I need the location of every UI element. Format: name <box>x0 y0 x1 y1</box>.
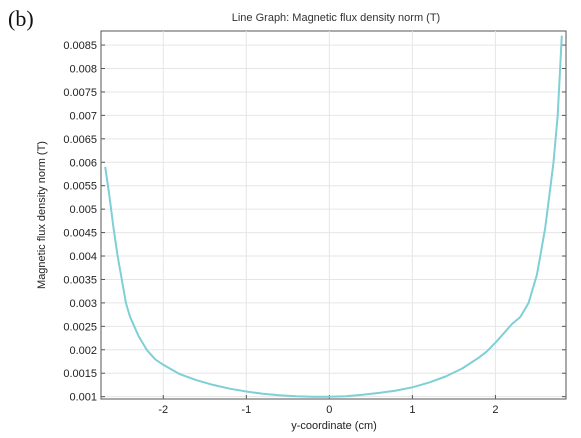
y-tick-label: 0.007 <box>69 110 97 122</box>
x-axis-ticks: -2 -1 0 1 2 <box>158 395 498 416</box>
y-axis-ticks: 0.001 0.0015 0.002 0.0025 0.003 0.0035 0.004 0.… <box>63 40 566 404</box>
y-tick-label: 0.0025 <box>63 321 97 333</box>
y-tick-label: 0.003 <box>69 298 97 310</box>
panel-label: (b) <box>8 6 34 31</box>
x-tick-label: -1 <box>241 404 251 416</box>
plot-area <box>100 30 567 400</box>
y-tick-label: 0.006 <box>69 157 97 169</box>
chart-title: Line Graph: Magnetic flux density norm (… <box>232 12 440 24</box>
y-tick-label: 0.0085 <box>63 40 97 52</box>
x-axis-label: y-coordinate (cm) <box>291 420 377 432</box>
grid <box>101 31 566 399</box>
y-tick-label: 0.001 <box>69 392 97 404</box>
series-line <box>104 35 563 398</box>
x-tick-label: 1 <box>409 404 415 416</box>
y-tick-label: 0.0065 <box>63 134 97 146</box>
y-tick-label: 0.005 <box>69 204 97 216</box>
y-tick-label: 0.0035 <box>63 274 97 286</box>
y-tick-label: 0.0075 <box>63 87 97 99</box>
y-tick-label: 0.0015 <box>63 368 97 380</box>
y-tick-label: 0.0045 <box>63 228 97 240</box>
y-tick-label: 0.004 <box>69 251 97 263</box>
x-tick-label: 2 <box>492 404 498 416</box>
y-tick-label: 0.0055 <box>63 181 97 193</box>
y-tick-label: 0.002 <box>69 345 97 357</box>
x-tick-label: 0 <box>326 404 332 416</box>
y-tick-label: 0.008 <box>69 64 97 76</box>
y-axis-label: Magnetic flux density norm (T) <box>36 141 48 289</box>
x-tick-label: -2 <box>158 404 168 416</box>
series-layer <box>104 35 563 398</box>
